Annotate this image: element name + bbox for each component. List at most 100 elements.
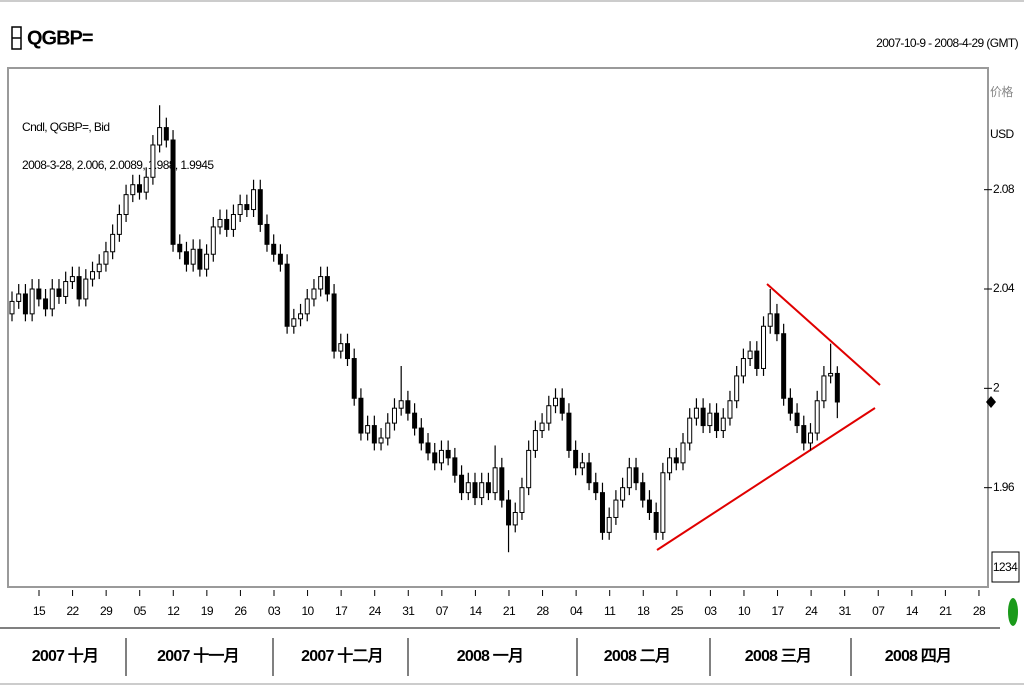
candle-body [345,343,350,360]
chart-title: QGBP= [27,27,93,49]
candle-body [244,204,250,211]
x-tick-label: 25 [671,604,684,618]
candle-body [351,358,357,399]
date-range: 2007-10-9 - 2008-4-29 (GMT) [876,36,1018,50]
candle-body [318,276,324,290]
candle-body [311,288,317,300]
month-label: 2007 十月 [32,646,98,665]
candle-body [633,467,639,484]
candle-body [566,412,572,451]
candle-body [673,457,679,464]
status-indicator [1008,598,1018,626]
candle-body [331,293,337,352]
candle-body [277,253,283,265]
candle-body [801,425,807,444]
candle-body [465,482,471,494]
candle-body [264,223,270,245]
x-tick-label: 14 [469,604,482,618]
x-tick-label: 17 [771,604,784,618]
candle-body [794,412,800,427]
candle-body [546,405,552,424]
candle-body [553,397,559,407]
candle-body [324,276,330,295]
legend-last-bar: 2008-3-28, 2.006, 2.0089, 1.988, 1.9945 [22,158,214,172]
candle-body [660,472,666,533]
candle-body [532,430,538,451]
candle-body [405,400,411,414]
candle-body [747,350,753,360]
candle-body [83,278,89,300]
x-tick-label: 10 [738,604,751,618]
month-label: 2008 三月 [745,647,811,665]
candle-body [606,516,612,533]
x-tick-label: 17 [335,604,348,618]
month-label: 2008 二月 [604,647,670,665]
x-tick-label: 14 [906,604,919,618]
candle-body [599,492,605,533]
x-tick-label: 24 [805,604,818,618]
x-tick-label: 04 [570,604,583,618]
candle-body [217,218,223,228]
legend-series: Cndl, QGBP=, Bid [22,120,109,134]
candle-body [646,499,652,514]
candle-body [425,442,431,454]
x-tick-label: 31 [839,604,852,618]
candle-body [828,372,834,377]
candle-body [190,248,196,265]
candle-body [754,350,760,369]
candle-body [767,313,773,327]
candle-body [378,437,384,444]
axis-label: 价格 [990,84,1013,99]
candle-body [130,184,136,196]
candle-body [271,243,277,255]
candle-body [687,417,693,444]
candle-body [479,482,485,499]
candle-body [204,253,210,270]
candle-body [143,176,149,193]
candle-body [56,288,62,297]
candle-body [834,372,840,403]
candle-body [539,422,545,432]
candle-body [613,499,619,518]
candle-body [506,499,512,526]
candle-body [103,251,109,265]
candle-body [700,407,706,427]
month-label: 2008 四月 [885,647,951,665]
candle-body [499,467,505,501]
candle-body [298,313,304,320]
candle-body [626,467,632,489]
trend-line [656,407,876,551]
x-tick-label: 03 [268,604,281,618]
month-label: 2008 一月 [457,647,523,665]
candle-body [224,218,230,230]
candle-body [29,288,35,315]
candle-body [230,214,236,230]
candle-body [512,512,518,526]
x-tick-label: 18 [637,604,650,618]
scale-box[interactable] [991,551,1020,583]
candle-body [620,487,626,501]
candle-body [304,298,310,315]
candle-body [76,276,82,300]
candle-body [740,358,746,377]
candle-body [183,251,189,265]
candle-body [22,293,28,315]
x-tick-label: 12 [167,604,180,618]
y-tick-label: 1.96 [993,480,1015,494]
candle-body [667,457,673,474]
candle-body [559,397,565,414]
candle-body [197,248,203,270]
candle-body [814,400,820,434]
candle-body [251,189,257,211]
candle-body [177,243,183,253]
candle-body [693,407,699,419]
candle-body [519,487,525,514]
candle-body [284,263,290,327]
x-tick-label: 29 [100,604,113,618]
candle-body [653,512,659,533]
scale-box-label[interactable]: 1234 [993,560,1019,574]
candle-body [781,333,787,399]
candle-body [418,427,424,444]
